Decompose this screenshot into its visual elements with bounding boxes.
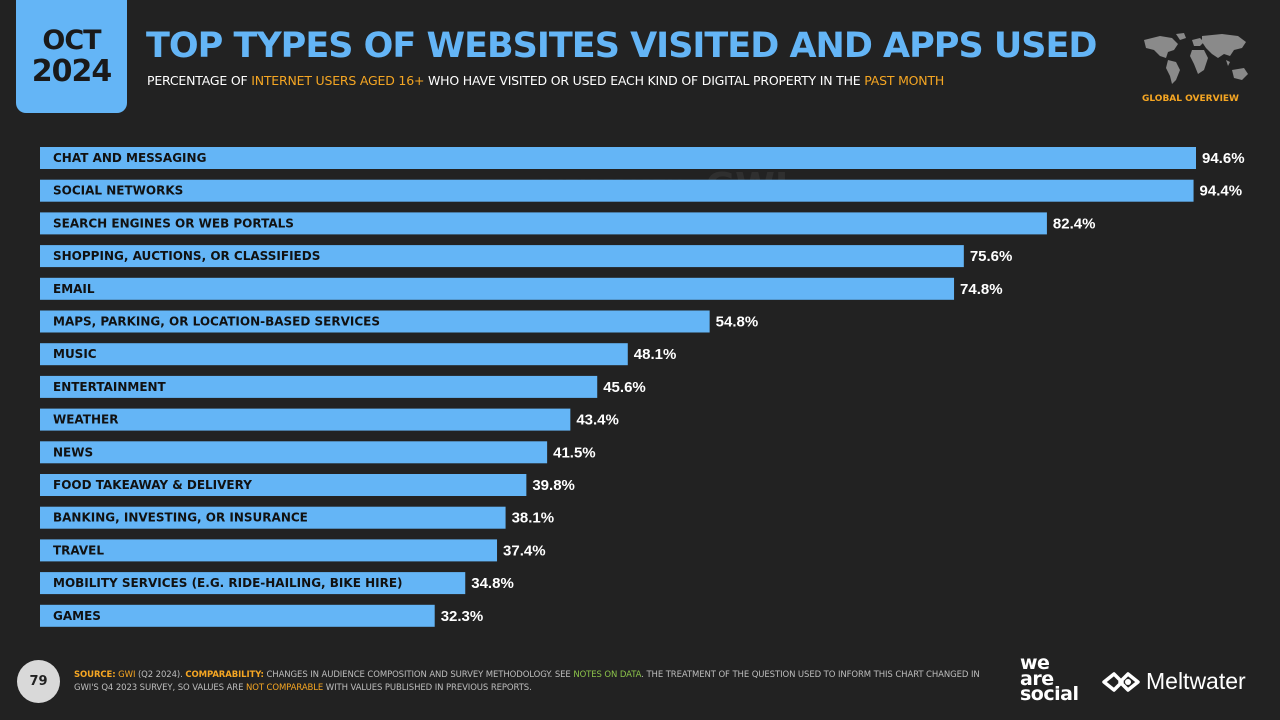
bar-value-9: 41.5% [553,444,596,461]
not-comparable-text: NOT COMPARABLE [245,682,324,693]
bar-label-12: TRAVEL [53,543,104,557]
subtitle-highlight-period: PAST MONTH [864,73,945,88]
bar-label-8: WEATHER [53,413,118,427]
bar-1 [40,179,1194,202]
bar-4 [40,277,955,300]
bar-label-9: NEWS [53,445,93,459]
bar-8 [40,408,571,431]
subtitle-highlight-audience: INTERNET USERS AGED 16+ [251,73,425,88]
meltwater-wordmark: Meltwater [1146,668,1246,694]
bar-label-11: BANKING, INVESTING, OR INSURANCE [53,511,308,525]
bar-value-1: 94.4% [1200,183,1243,200]
bar-3 [40,245,964,268]
bar-14 [40,604,435,627]
bar-9 [40,441,548,464]
comparability-label: COMPARABILITY: [185,670,264,680]
footnote: SOURCE: GWI (Q2 2024). COMPARABILITY: CH… [74,669,1004,694]
meltwater-mark-icon [1102,671,1140,692]
bar-value-11: 38.1% [512,510,555,527]
bar-2 [40,212,1047,235]
bar-value-3: 75.6% [970,248,1013,265]
bar-value-0: 94.6% [1202,150,1245,167]
subtitle-text-1: PERCENTAGE OF [147,73,252,88]
bar-value-13: 34.8% [471,575,514,592]
subtitle-text-2: WHO HAVE VISITED OR USED EACH KIND OF DI… [424,73,865,88]
logo-line-3: social [1020,683,1079,706]
page-subtitle: PERCENTAGE OF INTERNET USERS AGED 16+ WH… [147,73,944,88]
bar-label-1: SOCIAL NETWORKS [53,184,183,198]
comparability-text-3: WITH VALUES PUBLISHED IN PREVIOUS REPORT… [323,682,532,693]
bar-6 [40,343,628,366]
bar-label-14: GAMES [53,609,101,623]
bar-label-4: EMAIL [53,282,95,296]
bar-0 [40,147,1196,169]
bar-value-10: 39.8% [532,477,575,494]
meltwater-logo: Meltwater [1100,668,1246,695]
bar-label-10: FOOD TAKEAWAY & DELIVERY [53,478,252,492]
bar-11 [40,506,506,529]
we-are-social-logo: we are social [1020,652,1079,706]
bar-13 [40,572,466,595]
logo-line-1: we [1020,652,1050,674]
source-label: SOURCE: [74,670,116,680]
bar-label-3: SHOPPING, AUCTIONS, OR CLASSIFIEDS [53,249,320,263]
page-title: TOP TYPES OF WEBSITES VISITED AND APPS U… [146,26,1097,66]
bar-10 [40,474,527,496]
bar-label-7: ENTERTAINMENT [53,380,167,394]
bar-value-2: 82.4% [1053,215,1096,232]
bar-value-7: 45.6% [603,379,646,396]
date-year: 2024 [31,53,112,89]
bar-value-6: 48.1% [634,346,677,363]
bar-5 [40,310,710,333]
bar-value-14: 32.3% [441,608,484,625]
comparability-text-1: CHANGES IN AUDIENCE COMPOSITION AND SURV… [263,670,574,680]
bar-value-8: 43.4% [576,412,619,429]
bar-label-13: MOBILITY SERVICES (E.G. RIDE-HAILING, BI… [53,576,403,590]
source-org-link[interactable]: GWI [118,670,136,680]
date-month: OCT [42,24,101,56]
comparability-text-2: . THE TREATMENT OF THE QUESTION USED TO … [74,670,980,693]
bar-7 [40,375,598,398]
logo-line-2: are [1020,667,1054,690]
bar-value-4: 74.8% [960,281,1003,298]
bar-value-12: 37.4% [503,542,546,559]
bar-label-0: CHAT AND MESSAGING [53,151,206,165]
bar-12 [40,539,498,562]
bar-value-5: 54.8% [716,314,759,331]
source-detail: (Q2 2024). [135,670,186,680]
world-map-icon [1144,33,1248,84]
section-label: GLOBAL OVERVIEW [1142,94,1239,104]
bar-label-6: MUSIC [53,347,97,361]
bar-label-2: SEARCH ENGINES OR WEB PORTALS [53,216,294,230]
bar-label-5: MAPS, PARKING, OR LOCATION-BASED SERVICE… [53,315,380,329]
notes-on-data-link[interactable]: NOTES ON DATA [573,670,642,680]
date-tab: OCT 2024 [16,0,127,113]
page-number: 79 [17,660,60,703]
